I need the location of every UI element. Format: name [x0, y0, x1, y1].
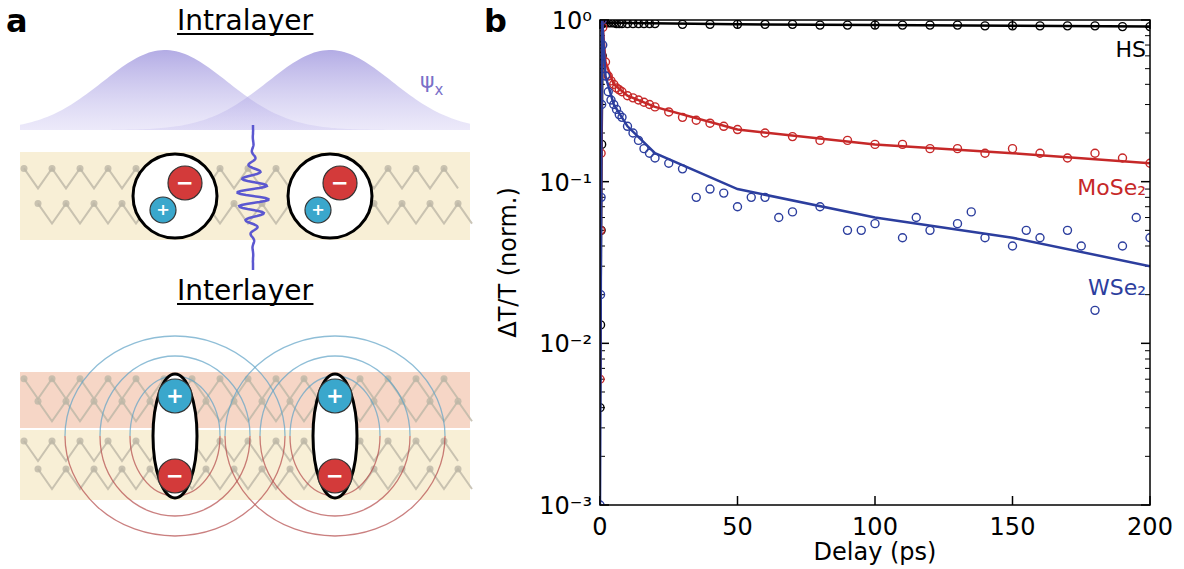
- x-tick-label: 50: [722, 513, 753, 541]
- x-tick: [874, 496, 876, 505]
- exciton: [133, 154, 217, 238]
- plot-area: [600, 20, 1150, 505]
- charge-sign: −: [166, 463, 184, 488]
- wavefunction-label: ψx: [420, 68, 444, 99]
- data-point: [1036, 234, 1044, 242]
- bond: [38, 204, 472, 224]
- x-tick: [737, 496, 739, 505]
- y-tick: [1141, 343, 1150, 345]
- charge: [168, 166, 202, 200]
- charge-sign: −: [176, 170, 194, 195]
- plot-frame: [600, 20, 1150, 505]
- x-tick: [1012, 496, 1014, 505]
- wave-packet: [238, 125, 269, 270]
- wavefunction: [20, 50, 470, 130]
- data-point: [789, 208, 797, 216]
- data-point: [1064, 226, 1072, 234]
- charge-sign: +: [326, 383, 344, 408]
- data-point: [899, 234, 907, 242]
- charge: [305, 197, 331, 223]
- charge-sign: +: [311, 200, 325, 219]
- data-point: [926, 226, 934, 234]
- charge-sign: +: [166, 383, 184, 408]
- bond: [24, 168, 458, 188]
- x-tick-label: 150: [990, 513, 1036, 541]
- x-tick-label: 100: [852, 513, 898, 541]
- fit-line: [600, 20, 1150, 379]
- x-tick-label: 200: [1127, 513, 1173, 541]
- data-point: [857, 226, 865, 234]
- subscript: x: [435, 81, 444, 99]
- panel-label: a: [6, 2, 28, 40]
- interlayer-exciton: [313, 374, 357, 498]
- panel-label: b: [484, 2, 507, 40]
- data-point: [734, 203, 742, 211]
- data-point: [1132, 214, 1140, 222]
- section-title: Intralayer: [177, 4, 313, 37]
- data-point: [1009, 145, 1017, 153]
- charge: [318, 459, 352, 493]
- data-point: [1009, 242, 1017, 250]
- data-point: [844, 226, 852, 234]
- exciton: [288, 154, 372, 238]
- data-point: [1022, 226, 1030, 234]
- data-point: [775, 214, 783, 222]
- bond: [24, 379, 458, 399]
- section-title: Interlayer: [177, 274, 313, 307]
- data-point: [871, 220, 879, 228]
- data-point: [692, 193, 700, 201]
- wavefunction: [20, 50, 470, 130]
- series-label: MoSe₂: [1077, 175, 1146, 200]
- data-point: [1091, 306, 1099, 314]
- charge-sign: −: [331, 170, 349, 195]
- data-point: [747, 193, 755, 201]
- x-axis-title: Delay (ps): [814, 538, 937, 566]
- charge: [158, 379, 192, 413]
- y-tick-label: 10⁻³: [539, 492, 592, 520]
- charge-sign: +: [156, 200, 170, 219]
- charge: [158, 459, 192, 493]
- data-point: [1119, 242, 1127, 250]
- series-label: HS: [1115, 37, 1146, 62]
- data-point: [720, 189, 728, 197]
- charge-sign: −: [326, 463, 344, 488]
- interlayer-exciton: [153, 374, 197, 498]
- series-label: WSe₂: [1088, 275, 1146, 300]
- fit-line: [600, 22, 1150, 408]
- title-underline: [177, 33, 313, 35]
- bond: [24, 441, 458, 461]
- data-point: [1091, 149, 1099, 157]
- y-axis-title: ΔT/T (norm.): [494, 187, 522, 338]
- figure: aIntralayerψx−+−+Interlayer+−+−b10⁻³10⁻²…: [0, 0, 1184, 569]
- data-point: [954, 220, 962, 228]
- title-underline: [177, 303, 313, 305]
- bond: [38, 469, 472, 489]
- y-tick-label: 10⁰: [552, 7, 592, 35]
- charge: [318, 379, 352, 413]
- fit-line: [600, 20, 1150, 505]
- y-tick-label: 10⁻²: [539, 330, 592, 358]
- x-tick-label: 0: [592, 513, 607, 541]
- data-point: [912, 214, 920, 222]
- data-point: [967, 208, 975, 216]
- data-point: [1077, 242, 1085, 250]
- charge: [150, 197, 176, 223]
- charge: [323, 166, 357, 200]
- data-point: [706, 185, 714, 193]
- y-tick-label: 10⁻¹: [539, 169, 592, 197]
